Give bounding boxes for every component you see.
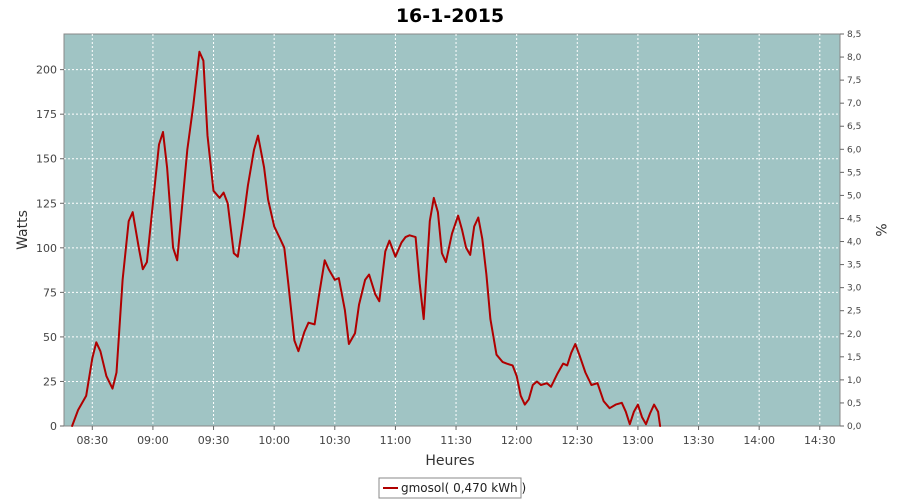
y2-tick-label: 5,5 xyxy=(847,168,861,178)
x-tick-label: 13:30 xyxy=(683,434,715,447)
series-line xyxy=(71,50,662,427)
x-tick-label: 12:30 xyxy=(561,434,593,447)
y-tick-label: 175 xyxy=(36,108,57,121)
x-axis-label: Heures xyxy=(425,453,474,469)
y2-tick-label: 6,0 xyxy=(847,145,862,155)
x-tick-label: 09:30 xyxy=(198,434,230,447)
y2-tick-label: 5,0 xyxy=(847,191,862,201)
x-tick-label: 13:00 xyxy=(622,434,654,447)
y-tick-label: 125 xyxy=(36,197,57,210)
y2-axis-label: % xyxy=(872,223,888,236)
series-layer xyxy=(71,50,662,427)
y-axis-label: Watts xyxy=(15,210,31,250)
x-tick-label: 11:00 xyxy=(380,434,412,447)
y2-tick-label: 7,0 xyxy=(847,99,862,109)
x-tick-label: 10:30 xyxy=(319,434,351,447)
y-tick-label: 200 xyxy=(36,64,57,77)
x-tick-label: 14:30 xyxy=(804,434,836,447)
legend-label: gmosol( 0,470 kWh ) xyxy=(401,481,526,495)
y-tick-label: 25 xyxy=(43,375,57,388)
y-tick-label: 50 xyxy=(43,331,57,344)
y2-tick-label: 1,5 xyxy=(847,353,861,363)
x-tick-label: 11:30 xyxy=(440,434,472,447)
y-tick-label: 75 xyxy=(43,286,57,299)
x-tick-label: 09:00 xyxy=(137,434,169,447)
x-axis-ticks: 08:30 09:00 09:30 10:00 10:30 11:00 11:30 12:00… xyxy=(76,426,836,447)
x-tick-label: 08:30 xyxy=(76,434,108,447)
x-tick-label: 12:00 xyxy=(501,434,533,447)
x-tick-label: 14:00 xyxy=(743,434,775,447)
y2-tick-label: 4,0 xyxy=(847,238,862,248)
y-tick-label: 100 xyxy=(36,242,57,255)
legend: gmosol( 0,470 kWh ) xyxy=(378,477,526,499)
y2-tick-label: 3,5 xyxy=(847,261,861,271)
y-tick-label: 150 xyxy=(36,153,57,166)
y-axis-ticks: 0 25 50 75 100 125 150 175 200 xyxy=(36,64,64,433)
y2-tick-label: 2,0 xyxy=(847,330,862,340)
chart-title: 16-1-2015 xyxy=(396,5,504,27)
x-tick-label: 10:00 xyxy=(258,434,290,447)
y2-tick-label: 4,5 xyxy=(847,214,861,224)
y2-tick-label: 2,5 xyxy=(847,307,861,317)
y2-tick-label: 3,0 xyxy=(847,284,862,294)
y2-tick-label: 7,5 xyxy=(847,76,861,86)
y2-tick-label: 0,5 xyxy=(847,399,861,409)
grid-lines xyxy=(64,34,840,426)
y2-tick-label: 0,0 xyxy=(847,422,862,432)
legend-box xyxy=(378,477,522,499)
y2-axis-ticks: 0,0 0,5 1,0 1,5 2,0 2,5 3,0 3,5 4,0 4,5 5,0 5,5 6,0 6… xyxy=(840,30,862,432)
y2-tick-label: 6,5 xyxy=(847,122,861,132)
y2-tick-label: 1,0 xyxy=(847,376,862,386)
y2-tick-label: 8,5 xyxy=(847,30,861,40)
y2-tick-label: 8,0 xyxy=(847,53,862,63)
y-tick-label: 0 xyxy=(50,420,57,433)
